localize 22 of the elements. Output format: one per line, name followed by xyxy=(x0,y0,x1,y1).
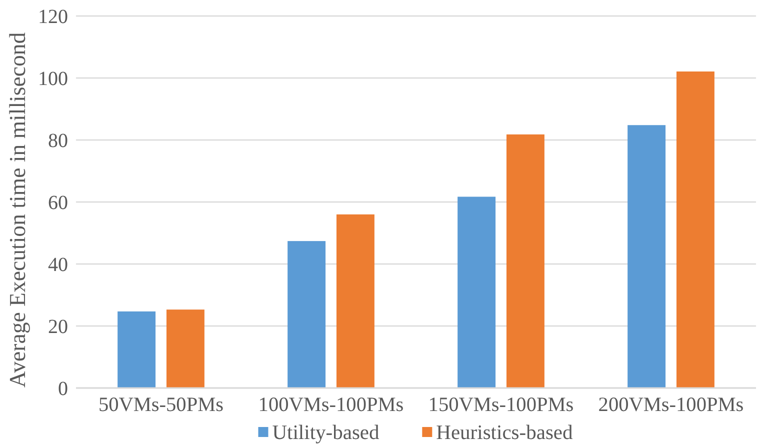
bar xyxy=(118,311,156,388)
x-tick-label: 50VMs-50PMs xyxy=(98,394,224,416)
bar xyxy=(288,241,326,388)
y-tick-label: 120 xyxy=(38,6,68,28)
x-tick-label: 200VMs-100PMs xyxy=(598,394,744,416)
bar xyxy=(506,134,544,388)
bar xyxy=(336,214,374,388)
x-tick-label: 100VMs-100PMs xyxy=(258,394,404,416)
y-tick-label: 0 xyxy=(58,378,68,400)
legend-label: Utility-based xyxy=(272,422,380,444)
y-tick-label: 80 xyxy=(48,130,68,152)
bar xyxy=(628,125,666,388)
y-tick-label: 20 xyxy=(48,316,68,338)
bar xyxy=(676,71,714,388)
y-tick-label: 40 xyxy=(48,254,68,276)
y-axis-title: Average Execution time in millisecond xyxy=(5,32,30,388)
bar xyxy=(166,310,204,388)
y-tick-label: 100 xyxy=(38,68,68,90)
y-tick-label: 60 xyxy=(48,192,68,214)
legend-label: Heuristics-based xyxy=(436,422,573,444)
bar xyxy=(458,196,496,388)
x-tick-label: 150VMs-100PMs xyxy=(428,394,574,416)
